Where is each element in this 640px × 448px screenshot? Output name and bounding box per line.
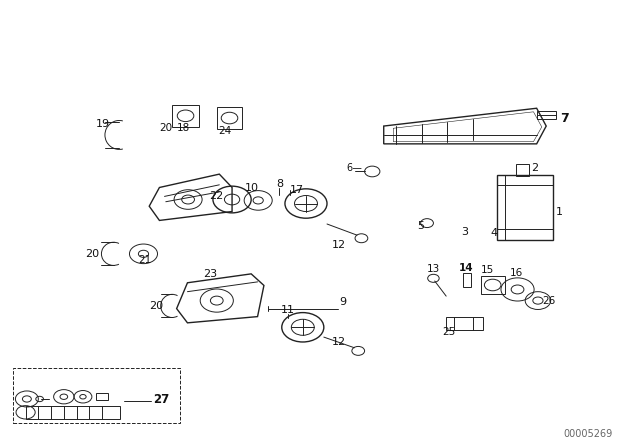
Text: 7: 7	[560, 112, 569, 125]
Text: 23: 23	[203, 269, 217, 280]
Bar	[497, 175, 553, 240]
Text: 11: 11	[280, 305, 294, 315]
Text: 22: 22	[209, 191, 223, 201]
Text: 20: 20	[149, 302, 163, 311]
Text: 17: 17	[290, 185, 304, 195]
Text: 00005269: 00005269	[564, 429, 613, 439]
Text: 27: 27	[153, 393, 170, 406]
Bar	[13, 368, 180, 423]
Text: 18: 18	[177, 123, 191, 134]
Text: 25: 25	[442, 327, 456, 337]
Bar	[96, 393, 108, 401]
Text: 20: 20	[86, 250, 100, 259]
Text: 26: 26	[541, 296, 555, 306]
Text: 5: 5	[417, 221, 424, 231]
Bar	[217, 107, 243, 129]
Text: 1: 1	[556, 207, 563, 217]
Text: 4: 4	[491, 228, 498, 237]
Bar	[463, 273, 471, 287]
Bar	[537, 112, 556, 119]
Text: 16: 16	[510, 267, 523, 278]
Text: 12: 12	[332, 337, 346, 347]
Bar	[172, 105, 199, 127]
Text: 9: 9	[339, 297, 346, 307]
Text: 13: 13	[427, 264, 440, 274]
Bar	[446, 317, 483, 330]
Text: 19: 19	[96, 119, 110, 129]
Text: 3: 3	[461, 227, 468, 237]
Text: 20: 20	[159, 123, 173, 134]
Text: 10: 10	[245, 183, 259, 193]
Text: 14: 14	[459, 263, 474, 273]
Text: 6—: 6—	[347, 163, 363, 172]
Text: 2: 2	[532, 164, 539, 173]
Bar	[481, 276, 505, 294]
Text: 15: 15	[481, 265, 495, 275]
Text: 24: 24	[218, 125, 231, 136]
Bar	[26, 405, 120, 419]
Text: 12: 12	[332, 240, 346, 250]
Text: 8: 8	[276, 179, 284, 189]
Bar	[516, 164, 529, 176]
Text: 21: 21	[138, 255, 151, 265]
